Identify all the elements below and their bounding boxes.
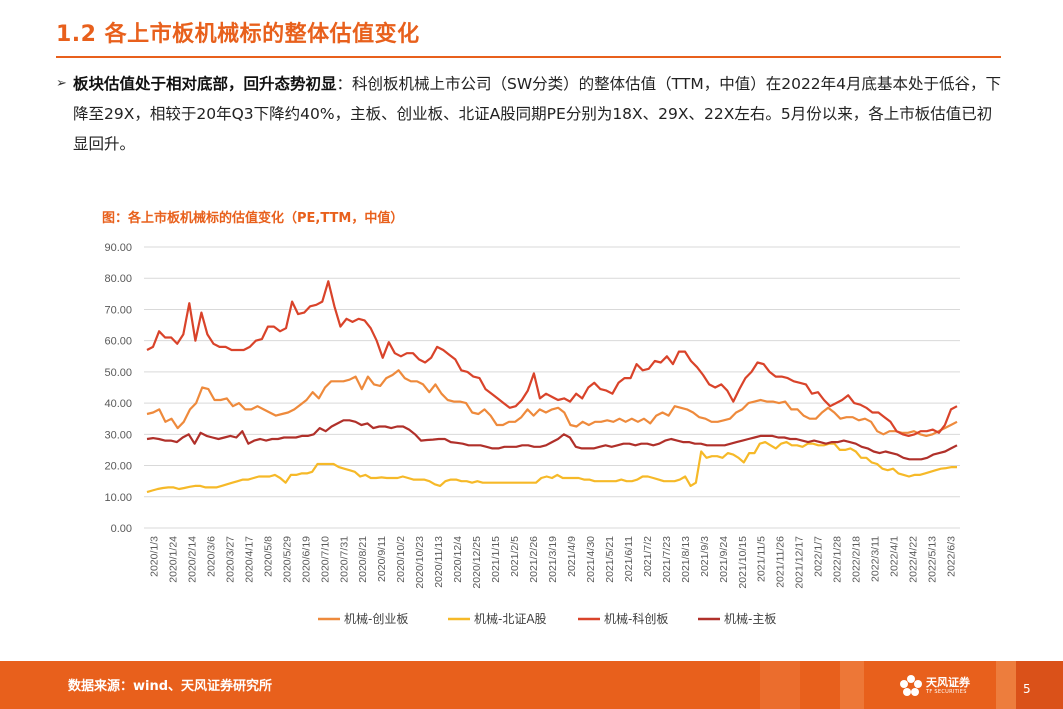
x-tick-label: 2020/3/6 bbox=[205, 536, 217, 577]
summary-text: 板块估值处于相对底部，回升态势初显：科创板机械上市公司（SW分类）的整体估值（T… bbox=[73, 69, 1006, 159]
x-tick-label: 2022/3/11 bbox=[870, 536, 882, 582]
x-tick-label: 2021/11/26 bbox=[775, 536, 787, 588]
x-tick-label: 2021/1/15 bbox=[490, 536, 502, 583]
x-tick-label: 2020/4/17 bbox=[243, 536, 255, 583]
y-tick-label: 40.00 bbox=[104, 398, 132, 410]
series-line-1 bbox=[146, 441, 957, 494]
x-tick-label: 2020/2/14 bbox=[186, 536, 198, 583]
y-tick-label: 0.00 bbox=[111, 523, 132, 535]
x-tick-label: 2022/1/7 bbox=[813, 536, 825, 577]
x-tick-label: 2022/2/18 bbox=[851, 536, 863, 583]
x-tick-label: 2022/5/13 bbox=[927, 536, 939, 583]
legend-label-0: 机械-创业板 bbox=[344, 611, 408, 626]
series-line-0 bbox=[146, 369, 958, 437]
x-tick-label: 2020/9/11 bbox=[376, 536, 388, 582]
page-title: 1.2 各上市板机械标的整体估值变化 bbox=[56, 22, 420, 47]
x-tick-label: 2020/3/27 bbox=[224, 536, 236, 583]
x-tick-label: 2022/6/3 bbox=[946, 536, 958, 577]
x-tick-label: 2022/4/1 bbox=[889, 536, 901, 577]
series-line-2 bbox=[146, 280, 958, 437]
x-tick-label: 2021/11/5 bbox=[756, 536, 768, 582]
x-tick-label: 2020/5/8 bbox=[262, 536, 274, 577]
x-tick-label: 2021/7/2 bbox=[642, 536, 654, 577]
x-tick-label: 2021/2/26 bbox=[528, 536, 540, 583]
x-tick-label: 2021/12/17 bbox=[794, 536, 806, 589]
summary-lead: 板块估值处于相对底部，回升态势初显 bbox=[73, 75, 337, 93]
legend-label-2: 机械-科创板 bbox=[604, 611, 668, 626]
chart-title: 图：各上市板机械标的估值变化（PE,TTM，中值） bbox=[102, 211, 404, 226]
bullet-arrow-icon: ➢ bbox=[56, 76, 67, 91]
x-tick-label: 2021/9/3 bbox=[699, 536, 711, 577]
y-tick-label: 20.00 bbox=[104, 461, 132, 473]
y-tick-label: 10.00 bbox=[104, 492, 132, 504]
x-tick-label: 2020/7/31 bbox=[338, 536, 350, 583]
x-tick-label: 2020/10/23 bbox=[414, 536, 426, 589]
x-tick-label: 2020/11/13 bbox=[433, 536, 445, 588]
footer-decoration bbox=[760, 661, 1063, 709]
y-tick-label: 70.00 bbox=[104, 304, 132, 316]
x-axis: 2020/1/3 2020/1/24 2020/2/14 2020/3/6 2020/3… bbox=[148, 536, 957, 589]
legend-label-3: 机械-主板 bbox=[724, 611, 776, 626]
logo-text: 天风证券 bbox=[926, 676, 970, 689]
x-tick-label: 2021/2/5 bbox=[509, 536, 521, 577]
data-source: 数据来源：wind、天风证券研究所 bbox=[68, 679, 273, 694]
x-tick-label: 2020/7/10 bbox=[319, 536, 331, 583]
x-tick-label: 2020/12/4 bbox=[452, 536, 464, 583]
x-tick-label: 2020/5/29 bbox=[281, 536, 293, 583]
x-tick-label: 2021/4/30 bbox=[585, 536, 597, 583]
x-tick-label: 2021/6/11 bbox=[623, 536, 635, 582]
chart-series bbox=[146, 280, 958, 494]
x-tick-label: 2021/3/19 bbox=[547, 536, 559, 583]
x-tick-label: 2020/1/24 bbox=[167, 536, 179, 583]
company-logo: 天风证券 TF SECURITIES bbox=[898, 671, 998, 701]
x-tick-label: 2020/12/25 bbox=[471, 536, 483, 589]
summary-body: ：科创板机械上市公司（SW分类）的整体估值（TTM，中值）在2022年4月底基本… bbox=[73, 75, 1002, 153]
x-tick-label: 2021/8/13 bbox=[680, 536, 692, 583]
pe-valuation-line-chart: 0.00 10.00 20.00 30.00 40.00 50.00 60.00 70.00 8… bbox=[104, 242, 960, 626]
page-number: 5 bbox=[1023, 682, 1031, 696]
x-tick-label: 2021/5/21 bbox=[604, 536, 616, 583]
x-tick-label: 2020/1/3 bbox=[148, 536, 160, 577]
y-axis: 0.00 10.00 20.00 30.00 40.00 50.00 60.00 70.00 8… bbox=[104, 242, 132, 535]
logo-subtext: TF SECURITIES bbox=[926, 689, 967, 695]
y-tick-label: 30.00 bbox=[104, 429, 132, 441]
title-divider bbox=[56, 56, 1001, 58]
x-tick-label: 2020/8/21 bbox=[357, 536, 369, 583]
x-tick-label: 2020/10/2 bbox=[395, 536, 407, 583]
x-tick-label: 2021/10/15 bbox=[737, 536, 749, 589]
y-tick-label: 80.00 bbox=[104, 273, 132, 285]
x-tick-label: 2021/9/24 bbox=[718, 536, 730, 583]
x-tick-label: 2020/6/19 bbox=[300, 536, 312, 583]
chart-legend: 机械-创业板 机械-北证A股 机械-科创板 机械-主板 bbox=[318, 611, 776, 626]
series-line-3 bbox=[146, 419, 958, 461]
chart-gridlines bbox=[144, 246, 960, 529]
x-tick-label: 2021/4/9 bbox=[566, 536, 578, 577]
flower-logo-icon bbox=[900, 675, 922, 696]
x-tick-label: 2022/4/22 bbox=[908, 536, 920, 583]
y-tick-label: 90.00 bbox=[104, 242, 132, 254]
y-tick-label: 50.00 bbox=[104, 367, 132, 379]
legend-label-1: 机械-北证A股 bbox=[474, 611, 547, 626]
x-tick-label: 2022/1/28 bbox=[832, 536, 844, 583]
footer-bar bbox=[0, 661, 1063, 709]
summary-bullet: ➢ 板块估值处于相对底部，回升态势初显：科创板机械上市公司（SW分类）的整体估值… bbox=[56, 69, 1006, 159]
y-tick-label: 60.00 bbox=[104, 336, 132, 348]
x-tick-label: 2021/7/23 bbox=[661, 536, 673, 583]
